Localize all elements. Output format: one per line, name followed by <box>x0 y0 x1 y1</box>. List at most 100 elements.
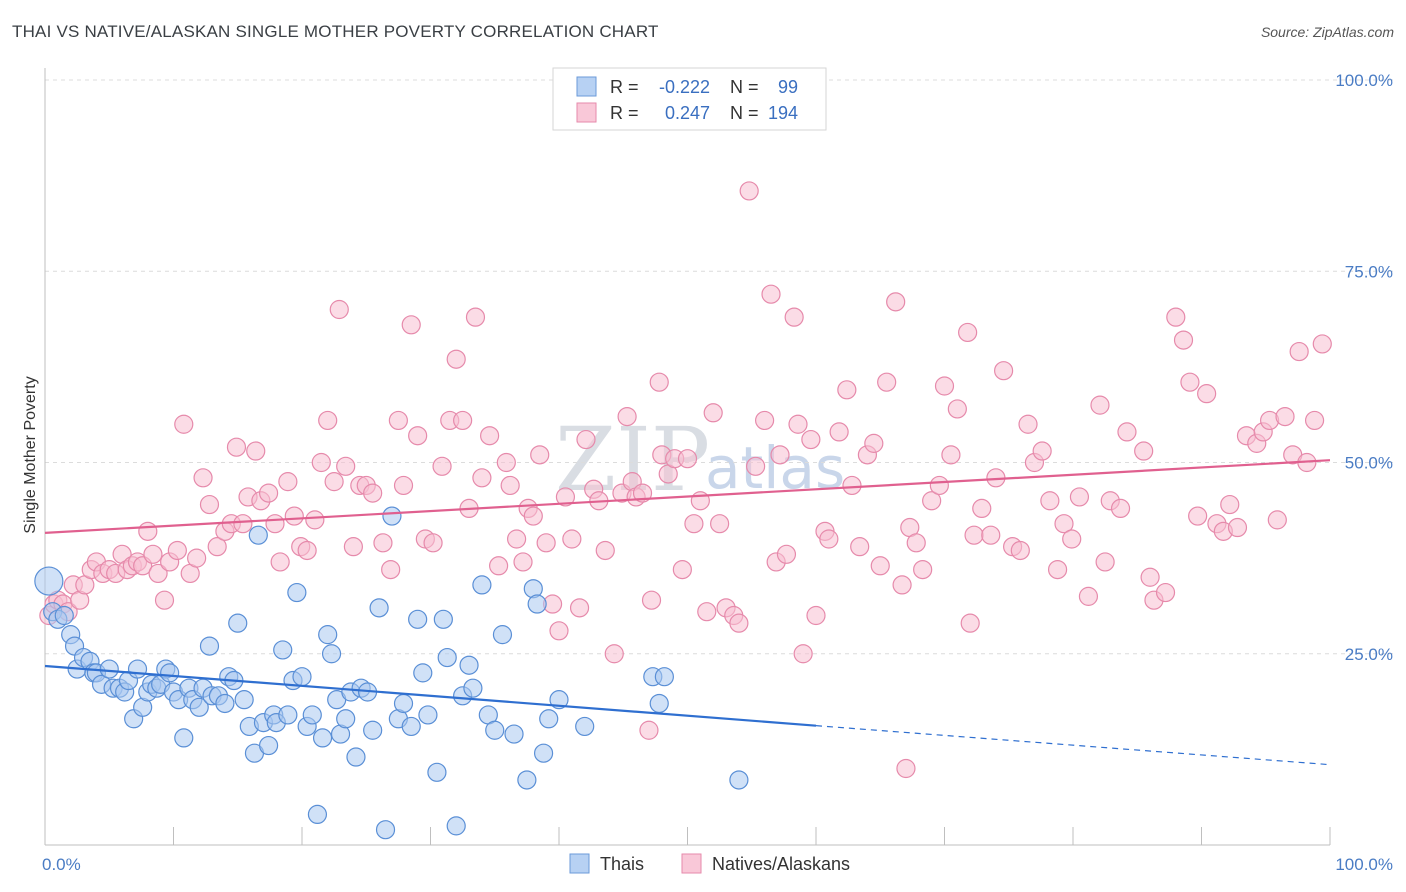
thai-point <box>401 716 421 737</box>
grid-lines <box>45 79 1395 655</box>
native-point <box>972 498 992 518</box>
legend-r-label-native: R = <box>610 103 639 123</box>
native-point <box>1090 395 1110 415</box>
native-point <box>278 472 298 492</box>
thai-point <box>427 762 447 782</box>
thai-point <box>369 598 389 618</box>
thai-point <box>504 724 524 744</box>
native-point <box>246 441 266 461</box>
native-point <box>496 452 516 473</box>
native-point <box>710 514 730 534</box>
thai-point <box>382 506 402 526</box>
native-point <box>154 590 175 610</box>
native-point <box>393 475 414 496</box>
native-point <box>311 452 331 473</box>
native-point <box>513 552 533 572</box>
native-point <box>167 540 187 561</box>
thai-point <box>228 613 248 633</box>
x-tick-labels: 0.0% 100.0% <box>42 855 1393 874</box>
native-point <box>373 533 393 553</box>
native-point <box>506 529 527 549</box>
bottom-legend-label-native: Natives/Alaskans <box>712 854 850 874</box>
y-tick-label: 100.0% <box>1335 71 1393 90</box>
native-point <box>523 506 543 526</box>
legend-swatch-native <box>576 102 597 123</box>
native-point <box>1267 510 1287 530</box>
thai-point <box>215 693 235 714</box>
native-point <box>913 559 933 580</box>
native-point <box>672 559 692 580</box>
bottom-legend: Thais Natives/Alaskans <box>569 853 850 874</box>
native-point <box>187 548 207 568</box>
thai-point <box>292 667 312 687</box>
y-axis-label: Single Mother Poverty <box>22 376 39 533</box>
thai-point <box>539 709 559 729</box>
thai-point <box>363 720 383 740</box>
native-point <box>174 414 194 434</box>
thai-point <box>346 747 366 767</box>
legend-r-value-thai: -0.222 <box>659 77 710 97</box>
native-point <box>555 487 576 507</box>
thai-point <box>34 566 64 596</box>
thai-point <box>533 743 554 763</box>
native-point <box>994 361 1014 381</box>
native-point <box>960 613 980 633</box>
native-point <box>305 510 325 530</box>
legend-n-label-native: N = <box>730 103 759 123</box>
thai-point <box>307 804 328 825</box>
native-point <box>837 380 857 400</box>
native-point <box>958 322 978 343</box>
native-point <box>806 605 826 626</box>
native-point <box>617 407 637 427</box>
native-point <box>381 559 401 580</box>
native-point <box>562 529 582 549</box>
native-point <box>453 410 473 431</box>
native-point <box>1312 334 1332 354</box>
native-point <box>258 483 279 503</box>
thai-point <box>234 690 254 710</box>
native-point <box>877 372 897 392</box>
native-point <box>1289 341 1309 362</box>
legend-n-label-thai: N = <box>730 77 759 97</box>
native-point <box>423 533 443 553</box>
native-point <box>1140 567 1160 587</box>
legend-r-value-native: 0.247 <box>665 103 710 123</box>
native-point <box>569 598 590 618</box>
native-point <box>1095 552 1115 572</box>
thai-point <box>199 636 220 656</box>
thai-point <box>459 655 479 675</box>
native-point <box>265 514 285 534</box>
native-point <box>829 422 849 442</box>
thai-trend-extension <box>815 725 1331 766</box>
trend-lines <box>44 459 1331 766</box>
native-point <box>148 563 168 584</box>
native-point <box>318 410 338 431</box>
native-point <box>819 529 839 549</box>
native-point <box>500 475 520 496</box>
native-point <box>193 468 213 488</box>
legend-r-label-thai: R = <box>610 77 639 97</box>
native-point <box>226 437 247 457</box>
legend-n-value-native: 194 <box>768 103 798 123</box>
native-point <box>896 758 916 779</box>
native-point <box>446 349 466 369</box>
thai-point <box>54 605 74 626</box>
thai-point <box>248 525 268 545</box>
native-point <box>776 544 797 564</box>
native-point <box>1134 441 1154 461</box>
native-point <box>401 315 421 335</box>
native-point <box>746 456 766 476</box>
native-point <box>842 475 862 496</box>
native-point <box>297 540 317 561</box>
native-point <box>270 552 290 572</box>
native-point <box>343 537 363 557</box>
native-point <box>697 602 717 622</box>
native-point <box>1069 487 1090 507</box>
native-point <box>870 556 890 576</box>
native-trend-line <box>44 459 1331 534</box>
thai-point <box>575 716 595 737</box>
native-point <box>864 433 884 453</box>
native-point <box>1227 517 1248 538</box>
native-point <box>639 720 659 740</box>
native-point <box>1117 422 1137 442</box>
